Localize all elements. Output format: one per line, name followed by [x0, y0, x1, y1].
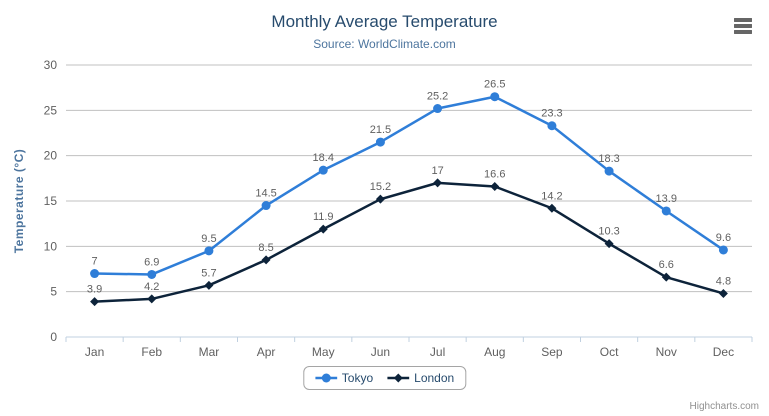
- data-label-tokyo: 9.5: [201, 233, 216, 245]
- legend-circle-icon: [314, 373, 337, 383]
- marker-tokyo[interactable]: [661, 206, 671, 216]
- marker-london[interactable]: [604, 239, 614, 249]
- data-label-tokyo: 18.4: [313, 152, 334, 164]
- data-label-london: 8.5: [258, 242, 273, 254]
- marker-london[interactable]: [718, 288, 728, 298]
- data-label-london: 11.9: [313, 211, 334, 223]
- legend-label: London: [414, 371, 455, 385]
- chart-title: Monthly Average Temperature: [271, 12, 498, 31]
- marker-tokyo[interactable]: [604, 166, 614, 176]
- x-axis-label: Jun: [371, 345, 390, 359]
- hamburger-icon: [734, 30, 752, 34]
- data-label-tokyo: 14.5: [255, 188, 276, 200]
- y-axis-label: 30: [44, 58, 58, 72]
- legend-label: Tokyo: [341, 371, 374, 385]
- legend-item-london[interactable]: London: [387, 371, 454, 385]
- data-label-london: 17: [431, 165, 443, 177]
- marker-tokyo[interactable]: [147, 269, 157, 279]
- legend-diamond-icon: [387, 373, 410, 383]
- chart-subtitle: Source: WorldClimate.com: [313, 37, 456, 51]
- data-label-london: 4.2: [144, 281, 159, 293]
- marker-tokyo[interactable]: [318, 165, 328, 175]
- marker-london[interactable]: [147, 294, 157, 304]
- y-axis-label: 5: [50, 285, 57, 299]
- data-label-tokyo: 6.9: [144, 256, 159, 268]
- data-label-london: 6.6: [659, 259, 674, 271]
- data-label-tokyo: 23.3: [541, 108, 562, 120]
- y-axis-title: Temperature (°C): [12, 148, 26, 254]
- context-menu-button[interactable]: [732, 16, 754, 36]
- data-label-tokyo: 7: [92, 256, 98, 268]
- data-label-tokyo: 18.3: [598, 153, 619, 165]
- x-axis-label: May: [312, 345, 335, 359]
- marker-london[interactable]: [261, 255, 271, 265]
- data-label-london: 5.7: [201, 267, 216, 279]
- marker-tokyo[interactable]: [204, 246, 214, 256]
- marker-london[interactable]: [661, 272, 671, 282]
- legend-item-tokyo[interactable]: Tokyo: [314, 371, 374, 385]
- data-label-london: 4.8: [716, 275, 731, 287]
- x-axis-label: Jul: [430, 345, 445, 359]
- data-label-london: 15.2: [370, 181, 391, 193]
- marker-london[interactable]: [318, 224, 328, 234]
- marker-london[interactable]: [547, 203, 557, 213]
- marker-tokyo[interactable]: [547, 121, 557, 131]
- x-axis-label: Mar: [199, 345, 220, 359]
- marker-london[interactable]: [204, 280, 214, 290]
- marker-tokyo[interactable]: [90, 269, 100, 279]
- x-axis-label: Oct: [600, 345, 619, 359]
- data-label-tokyo: 21.5: [370, 124, 391, 136]
- x-axis-label: Nov: [656, 345, 677, 359]
- data-label-tokyo: 13.9: [656, 193, 677, 205]
- marker-london[interactable]: [90, 297, 100, 307]
- marker-london[interactable]: [490, 181, 500, 191]
- series-line-tokyo: [93, 95, 725, 276]
- marker-tokyo[interactable]: [375, 137, 385, 147]
- x-axis-label: Apr: [257, 345, 276, 359]
- data-label-london: 10.3: [598, 226, 619, 238]
- marker-tokyo[interactable]: [490, 92, 500, 102]
- y-axis-label: 25: [44, 103, 58, 117]
- x-axis-label: Sep: [541, 345, 563, 359]
- hamburger-icon: [734, 24, 752, 28]
- data-label-tokyo: 9.6: [716, 232, 731, 244]
- marker-tokyo[interactable]: [433, 104, 443, 114]
- marker-london[interactable]: [375, 194, 385, 204]
- y-axis-label: 0: [50, 330, 57, 344]
- x-axis-label: Jan: [85, 345, 104, 359]
- x-axis-label: Dec: [713, 345, 734, 359]
- data-label-london: 14.2: [541, 190, 562, 202]
- x-axis-label: Feb: [141, 345, 162, 359]
- hamburger-icon: [734, 18, 752, 22]
- data-label-tokyo: 25.2: [427, 91, 448, 103]
- marker-tokyo[interactable]: [718, 245, 728, 255]
- series-line-london: [93, 181, 725, 303]
- data-label-london: 16.6: [484, 168, 505, 180]
- y-axis-label: 15: [44, 194, 58, 208]
- marker-tokyo[interactable]: [261, 201, 271, 211]
- legend: Tokyo London: [302, 366, 467, 390]
- y-axis-label: 10: [44, 239, 58, 253]
- y-axis-label: 20: [44, 149, 58, 163]
- credits-link[interactable]: Highcharts.com: [689, 401, 759, 412]
- data-label-tokyo: 26.5: [484, 79, 505, 91]
- x-axis-label: Aug: [484, 345, 505, 359]
- data-label-london: 3.9: [87, 284, 102, 296]
- marker-london[interactable]: [433, 178, 443, 188]
